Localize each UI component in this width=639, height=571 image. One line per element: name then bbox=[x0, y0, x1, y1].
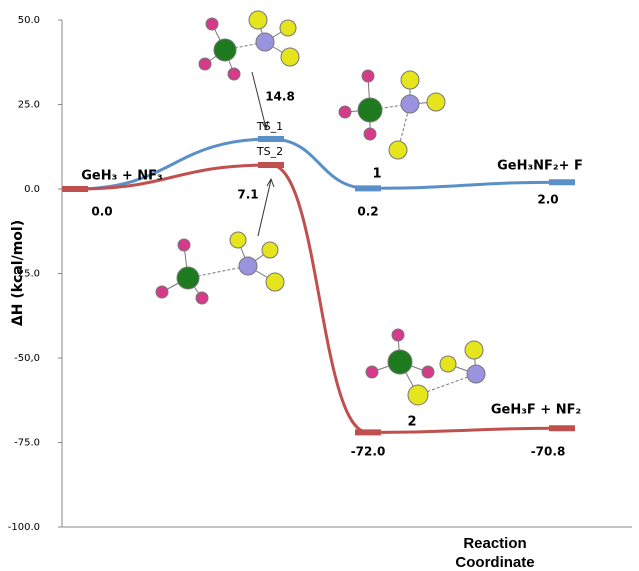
y-tick-label: 0.0 bbox=[24, 184, 40, 195]
value-label: 2.0 bbox=[537, 193, 558, 207]
series-line bbox=[75, 165, 562, 432]
molecule-ts1 bbox=[199, 11, 299, 80]
annotation: 1 bbox=[372, 167, 381, 182]
annotation: TS_2 bbox=[256, 145, 283, 158]
chart: ΔH (kcal/mol) 50.025.00.0-25.0-50,0-75.0… bbox=[0, 0, 639, 571]
value-label: 0.0 bbox=[91, 205, 112, 219]
y-tick-label: 50.0 bbox=[18, 15, 40, 26]
annotation: GeH₃ + NF₃ bbox=[81, 169, 162, 184]
annotation: GeH₃NF₂+ F bbox=[497, 159, 583, 174]
molecule-1 bbox=[339, 70, 445, 159]
y-tick-label: -100.0 bbox=[8, 522, 40, 533]
page: ΔH (kcal/mol) 50.025.00.0-25.0-50,0-75.0… bbox=[0, 0, 639, 571]
y-tick-label: -75.0 bbox=[14, 438, 40, 449]
value-label: 0.2 bbox=[357, 205, 378, 219]
y-tick-label: -25.0 bbox=[14, 269, 40, 280]
annotation: TS_1 bbox=[256, 120, 283, 133]
value-label: 7.1 bbox=[237, 188, 258, 202]
x-axis-label: Reaction Coordinate bbox=[440, 534, 550, 571]
annotation: 2 bbox=[407, 415, 416, 430]
y-tick-label: -50,0 bbox=[14, 353, 40, 364]
annotation: GeH₃F + NF₂ bbox=[491, 403, 581, 418]
y-tick-label: 25.0 bbox=[18, 100, 40, 111]
value-label: -70.8 bbox=[531, 445, 566, 459]
molecule-ts2 bbox=[156, 232, 284, 304]
molecule-2 bbox=[366, 329, 485, 405]
value-label: 14.8 bbox=[265, 90, 295, 104]
value-label: -72.0 bbox=[351, 445, 386, 459]
